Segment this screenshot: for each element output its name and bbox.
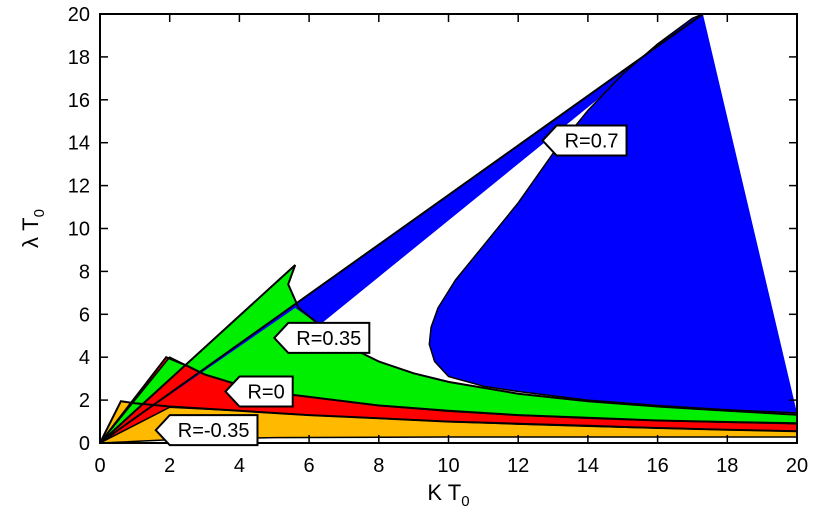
region-R_07 [100, 14, 797, 443]
x-tick-label: 2 [164, 455, 175, 477]
y-tick-label: 20 [68, 4, 90, 26]
y-tick-label: 2 [79, 390, 90, 412]
region-boundary-lines [100, 14, 797, 443]
region-R_0 [100, 357, 797, 443]
annotation-callout: R=-0.35 [154, 414, 259, 447]
x-tick-label: 0 [94, 455, 105, 477]
annotation-box [272, 321, 371, 354]
annotation-label: R=-0.35 [178, 420, 250, 442]
y-tick-label: 10 [68, 219, 90, 241]
annotation-callout: R=0.7 [541, 124, 628, 157]
boundary-upper-R_07 [100, 14, 704, 443]
y-tick-label: 4 [79, 347, 90, 369]
x-tick-label: 10 [437, 455, 459, 477]
annotation-label: R=0 [247, 382, 284, 404]
region-R_035 [100, 265, 797, 443]
x-axis-title-main: K T [427, 480, 461, 505]
x-tick-label: 18 [716, 455, 738, 477]
x-tick-label: 6 [304, 455, 315, 477]
y-axis-title-main: λ T [18, 217, 43, 248]
x-tick-label: 12 [507, 455, 529, 477]
annotation-callout: R=0.35 [272, 321, 371, 354]
x-tick-label: 20 [786, 455, 808, 477]
x-tick-label: 8 [373, 455, 384, 477]
boundary-lower-R_m035 [100, 436, 797, 443]
boundary-upper-R_035 [100, 264, 797, 443]
boundary-lower-R_07 [428, 14, 797, 414]
y-tick-label: 6 [79, 304, 90, 326]
boundary-lower-R_0 [100, 406, 797, 443]
x-axis-title: K T0 [427, 480, 469, 510]
x-tick-label: 4 [234, 455, 245, 477]
annotation-box [154, 414, 259, 447]
y-tick-label: 16 [68, 90, 90, 112]
y-tick-label: 0 [79, 433, 90, 455]
y-tick-label: 14 [68, 133, 90, 155]
x-axis-title-subscript: 0 [461, 493, 469, 510]
y-tick-label: 12 [68, 176, 90, 198]
region-annotations: R=0.7 R=0.35 R=0 R=-0.35 [154, 124, 628, 447]
annotation-callout: R=0 [224, 375, 294, 408]
annotation-box [224, 375, 294, 408]
annotation-label: R=0.7 [565, 131, 619, 153]
annotation-box [541, 124, 628, 157]
y-axis-title-subscript: 0 [31, 209, 48, 217]
region-fills [100, 14, 797, 443]
y-tick-label: 8 [79, 261, 90, 283]
annotation-label: R=0.35 [296, 328, 361, 350]
x-tick-label: 14 [577, 455, 599, 477]
x-tick-label: 16 [646, 455, 668, 477]
boundary-lower-R_035 [100, 356, 797, 443]
y-tick-label: 18 [68, 47, 90, 69]
axis-ticks: 0 2 4 6 8 10 12 14 16 18 20 0 2 4 6 8 10 12 14 16 18 20 [68, 4, 808, 477]
y-axis-title: λ T0 [18, 209, 48, 248]
